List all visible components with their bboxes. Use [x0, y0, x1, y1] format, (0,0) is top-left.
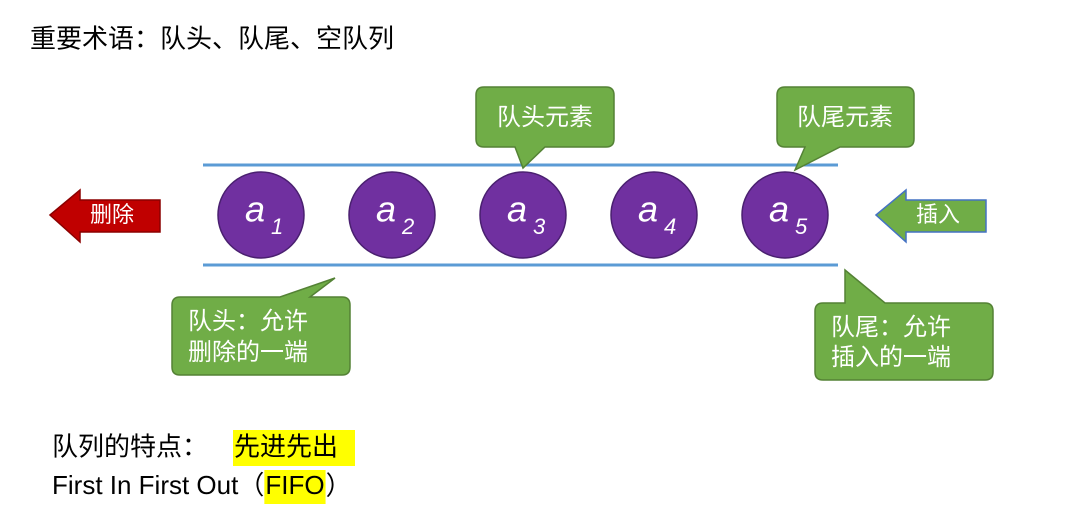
callout-text: 队头元素 [497, 103, 593, 131]
features-english-highlight: FIFO [265, 470, 324, 500]
insert-arrow [874, 188, 987, 244]
delete-arrow [48, 188, 161, 244]
features-english-end: ） [326, 472, 352, 502]
element-index: 3 [533, 214, 546, 239]
highlight [264, 470, 326, 504]
callout-text: 删除的一端 [188, 338, 308, 366]
callout-box [776, 86, 915, 172]
queue-element [610, 171, 698, 259]
arrow-label: 删除 [90, 203, 134, 228]
callout-text: 插入的一端 [831, 343, 951, 371]
queue-element [217, 171, 305, 259]
features-english: First In First Out（ [52, 470, 264, 500]
callout-text: 队尾元素 [797, 103, 893, 131]
element-index: 5 [795, 214, 808, 239]
element-index: 1 [271, 214, 283, 239]
features-highlight: 先进先出 [234, 433, 338, 463]
features-label: 队列的特点： [52, 433, 208, 463]
arrow-label: 插入 [916, 203, 960, 228]
callout-text: 队头：允许 [188, 307, 308, 335]
element-letter: a [769, 189, 789, 230]
callout-box [814, 268, 994, 381]
callout-text: 队尾：允许 [831, 313, 951, 341]
element-letter: a [638, 189, 658, 230]
element-index: 2 [401, 214, 414, 239]
highlight [233, 430, 355, 466]
element-letter: a [245, 189, 265, 230]
queue-element [348, 171, 436, 259]
callout-box [475, 86, 615, 170]
queue-element [479, 171, 567, 259]
element-letter: a [376, 189, 396, 230]
element-letter: a [507, 189, 527, 230]
element-index: 4 [664, 214, 676, 239]
queue-element [741, 171, 829, 259]
callout-box [171, 277, 351, 376]
title: 重要术语：队头、队尾、空队列 [30, 25, 394, 55]
